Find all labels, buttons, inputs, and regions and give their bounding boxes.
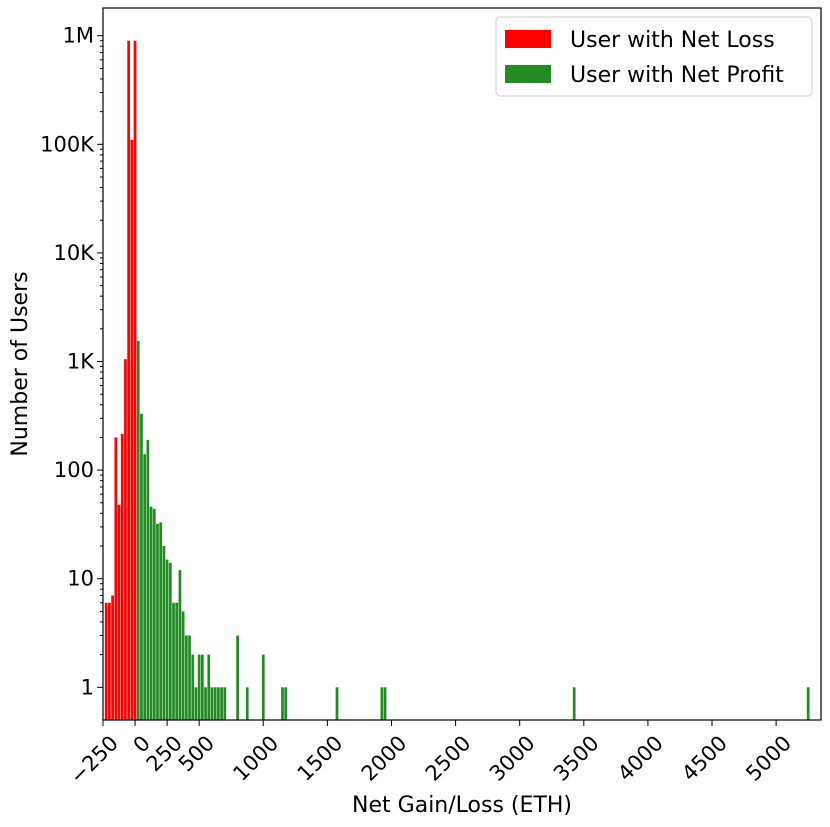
legend-swatch-loss — [505, 30, 551, 48]
y-axis-title: Number of Users — [8, 271, 33, 456]
bar-profit — [201, 654, 204, 720]
x-tick-label: 500 — [174, 731, 219, 776]
bar-profit — [217, 687, 220, 720]
plot-frame — [102, 7, 822, 721]
bars-group — [104, 40, 810, 720]
x-tick-label: 3000 — [485, 731, 540, 786]
bar-profit — [335, 687, 339, 720]
y-tick-label: 100 — [54, 458, 94, 482]
bar-profit — [178, 570, 182, 720]
x-tick-label: 4500 — [677, 731, 732, 786]
bar-loss — [117, 504, 121, 720]
y-ticks-group: 1 10 100 1K 10K 100K 1M — [40, 24, 103, 699]
bar-profit — [207, 654, 211, 720]
bar-profit — [261, 654, 265, 720]
bar-loss — [124, 359, 127, 720]
bar-profit — [140, 413, 143, 720]
legend-label-loss: User with Net Loss — [570, 28, 775, 53]
legend-box — [495, 16, 813, 97]
bar-profit — [194, 687, 198, 720]
bar-profit — [236, 635, 239, 720]
bar-loss — [127, 40, 130, 720]
bar-profit — [184, 635, 188, 720]
bar-loss — [130, 139, 134, 720]
bar-profit — [152, 508, 156, 720]
bar-profit — [281, 687, 284, 720]
bar-profit — [284, 687, 288, 720]
y-tick-label: 100K — [40, 132, 95, 156]
bar-profit — [380, 687, 384, 720]
bar-profit — [168, 562, 172, 720]
x-tick-label: 4000 — [613, 731, 668, 786]
bar-profit — [159, 522, 163, 720]
x-tick-label: 2500 — [421, 731, 476, 786]
legend: User with Net Loss User with Net Profit — [495, 16, 813, 97]
bar-profit — [245, 687, 249, 720]
bar-loss — [133, 40, 137, 720]
y-tick-label: 1 — [81, 675, 94, 699]
y-tick-label: 1M — [63, 24, 94, 48]
bar-profit — [172, 602, 175, 720]
bar-profit — [181, 611, 185, 720]
bar-loss — [114, 437, 118, 720]
bar-profit — [210, 687, 214, 720]
x-tick-label: 5000 — [741, 731, 796, 786]
bar-profit — [220, 687, 223, 720]
x-axis-title: Net Gain/Loss (ETH) — [352, 793, 572, 818]
bar-loss — [108, 602, 111, 720]
bar-profit — [806, 687, 810, 720]
bar-loss — [111, 595, 114, 720]
bar-profit — [213, 687, 217, 720]
bar-profit — [383, 687, 387, 720]
bar-profit — [204, 687, 207, 720]
bar-loss — [104, 602, 108, 720]
x-tick-label: 3500 — [549, 731, 604, 786]
bar-profit — [162, 546, 166, 720]
x-tick-label: 1500 — [293, 731, 348, 786]
bar-profit — [165, 559, 169, 720]
y-tick-label: 1K — [67, 350, 95, 374]
bar-profit — [223, 687, 227, 720]
bar-profit — [197, 654, 201, 720]
bar-profit — [146, 439, 150, 720]
legend-swatch-profit — [505, 65, 551, 83]
bar-profit — [143, 454, 147, 720]
bar-profit — [136, 340, 140, 720]
plot-background — [103, 8, 821, 720]
y-tick-label: 10 — [67, 567, 94, 591]
bar-profit — [572, 687, 576, 720]
bar-profit — [149, 506, 153, 720]
legend-label-profit: User with Net Profit — [570, 63, 784, 88]
bar-profit — [191, 654, 195, 720]
bar-profit — [156, 523, 159, 720]
x-tick-label: 1000 — [228, 731, 283, 786]
bar-profit — [188, 635, 191, 720]
x-tick-label: 2000 — [357, 731, 412, 786]
y-tick-label: 10K — [54, 241, 96, 265]
bar-loss — [120, 434, 124, 720]
bar-profit — [175, 602, 179, 720]
x-tick-label: −250 — [65, 731, 123, 789]
